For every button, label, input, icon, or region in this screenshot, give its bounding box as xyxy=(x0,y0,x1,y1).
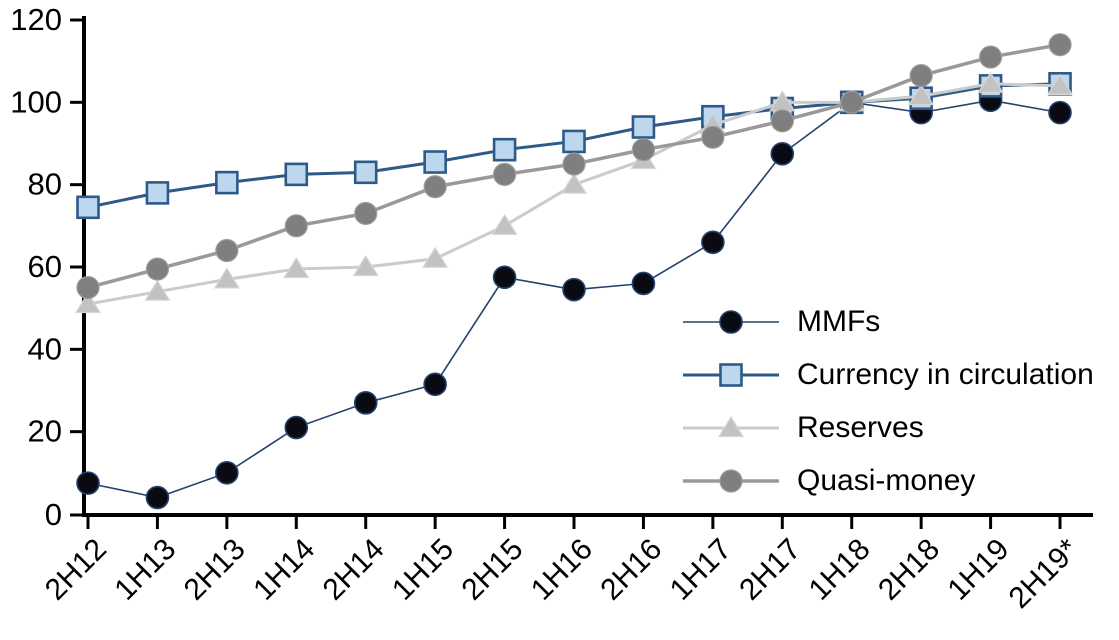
quasi-money-marker-icon xyxy=(683,469,779,493)
svg-text:80: 80 xyxy=(28,167,62,202)
svg-text:1H15: 1H15 xyxy=(386,533,460,607)
svg-text:0: 0 xyxy=(45,497,62,532)
svg-text:1H17: 1H17 xyxy=(664,533,738,607)
currency-marker-icon xyxy=(683,363,779,387)
svg-text:2H18: 2H18 xyxy=(872,533,946,607)
svg-text:40: 40 xyxy=(28,331,62,366)
legend-item-currency-in-circulation: Currency in circulation xyxy=(681,356,1094,394)
legend-label-mmfs: MMFs xyxy=(797,305,881,338)
reserves-marker-icon xyxy=(683,415,779,438)
svg-text:2H13: 2H13 xyxy=(178,533,252,607)
svg-text:2H19*: 2H19* xyxy=(1003,532,1086,615)
svg-text:1H16: 1H16 xyxy=(525,533,599,607)
legend: MMFs Currency in circulation Reserves Qu… xyxy=(681,303,1094,500)
legend-label-quasi-money: Quasi-money xyxy=(797,464,976,497)
svg-text:120: 120 xyxy=(10,2,62,37)
legend-label-currency-in-circulation: Currency in circulation xyxy=(797,358,1094,391)
mmfs-marker-icon xyxy=(683,310,779,334)
svg-text:2H17: 2H17 xyxy=(733,533,807,607)
svg-text:2H15: 2H15 xyxy=(455,533,529,607)
svg-text:2H16: 2H16 xyxy=(594,533,668,607)
svg-text:1H14: 1H14 xyxy=(247,533,321,607)
legend-item-mmfs: MMFs xyxy=(681,303,1094,341)
svg-text:1H18: 1H18 xyxy=(803,533,877,607)
svg-text:100: 100 xyxy=(10,84,62,119)
svg-text:2H14: 2H14 xyxy=(317,533,391,607)
legend-label-reserves: Reserves xyxy=(797,411,924,444)
svg-text:2H12: 2H12 xyxy=(39,533,113,607)
legend-item-quasi-money: Quasi-money xyxy=(681,462,1094,500)
svg-text:1H13: 1H13 xyxy=(108,533,182,607)
svg-text:20: 20 xyxy=(28,414,62,449)
svg-text:1H19: 1H19 xyxy=(941,533,1015,607)
svg-text:60: 60 xyxy=(28,249,62,284)
legend-item-reserves: Reserves xyxy=(681,409,1094,447)
